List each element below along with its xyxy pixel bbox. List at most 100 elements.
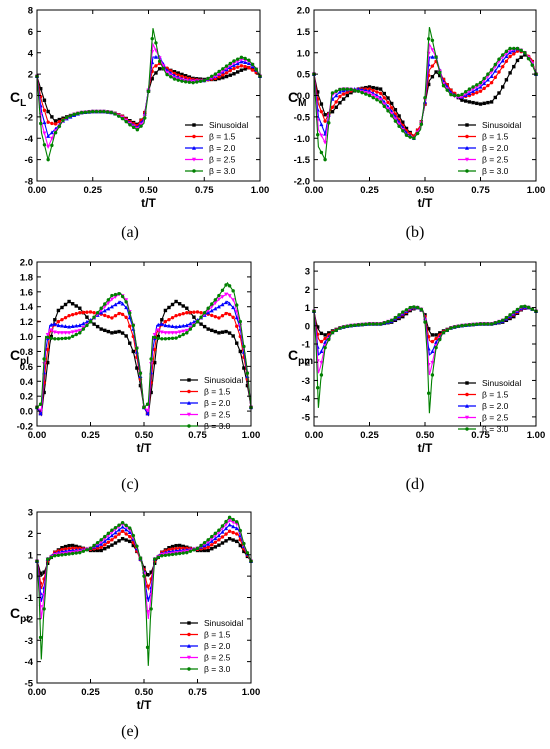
data-point xyxy=(337,89,342,94)
data-point xyxy=(109,304,114,309)
data-point xyxy=(202,78,206,83)
data-point xyxy=(367,87,372,91)
data-point xyxy=(515,307,520,312)
data-point xyxy=(224,74,229,79)
data-point xyxy=(523,51,527,55)
data-point xyxy=(199,543,203,548)
data-point xyxy=(59,331,64,335)
data-point xyxy=(500,58,505,63)
data-point xyxy=(234,522,239,527)
data-point xyxy=(238,528,242,533)
data-point xyxy=(224,71,229,75)
y-tick-label: 8 xyxy=(28,6,33,17)
data-point xyxy=(235,341,239,345)
x-tick-label: 1.00 xyxy=(527,430,546,441)
data-point xyxy=(42,108,47,113)
data-point xyxy=(206,306,210,310)
data-point xyxy=(234,526,239,531)
data-point xyxy=(371,322,375,326)
data-point xyxy=(330,330,335,335)
panel-caption: (b) xyxy=(406,224,425,241)
data-point xyxy=(430,339,435,344)
data-point xyxy=(206,538,210,542)
legend-marker xyxy=(187,632,191,637)
panel-caption: (e) xyxy=(121,723,139,740)
data-point xyxy=(239,68,244,72)
data-point xyxy=(202,310,207,315)
data-point xyxy=(113,314,118,318)
data-point xyxy=(131,349,135,354)
series-4 xyxy=(312,304,538,414)
data-point xyxy=(445,328,449,333)
x-tick-label: 0.00 xyxy=(305,185,324,196)
data-point xyxy=(124,532,128,536)
data-point xyxy=(167,546,171,550)
y-tick-label: 1.2 xyxy=(20,317,33,328)
data-point xyxy=(170,552,175,557)
y-tick-label: -0.2 xyxy=(17,422,33,433)
data-point xyxy=(242,344,246,349)
data-point xyxy=(464,323,468,327)
data-point xyxy=(192,323,196,328)
y-tick-label: -8 xyxy=(25,177,33,188)
data-point xyxy=(382,96,386,100)
legend-marker xyxy=(465,381,469,385)
data-point xyxy=(227,529,232,533)
data-point xyxy=(195,546,200,551)
data-point xyxy=(210,328,214,333)
legend: Sinusoidal β = 1.5β = 2.0 β = 2.5β = 3.0 xyxy=(458,120,521,176)
data-point xyxy=(224,300,229,305)
data-point xyxy=(482,322,486,326)
data-point xyxy=(53,337,57,341)
data-point xyxy=(131,125,136,130)
data-point xyxy=(113,541,118,545)
data-point xyxy=(504,315,509,320)
x-axis-label: t/T xyxy=(418,441,433,455)
data-point xyxy=(512,64,516,69)
data-point xyxy=(113,330,118,334)
data-point xyxy=(231,334,235,338)
data-point xyxy=(221,73,225,77)
data-point xyxy=(85,323,89,328)
data-point xyxy=(117,329,121,334)
data-point xyxy=(220,529,225,534)
data-point xyxy=(220,314,225,318)
data-point xyxy=(210,543,214,547)
series-0 xyxy=(35,299,253,417)
data-point xyxy=(224,66,229,71)
data-point xyxy=(243,67,247,71)
y-tick-label: 1.6 xyxy=(20,287,33,298)
data-point xyxy=(163,331,168,335)
data-point xyxy=(519,305,523,309)
data-point xyxy=(493,75,497,80)
data-point xyxy=(167,317,171,322)
data-point xyxy=(92,548,96,553)
data-point xyxy=(232,59,236,63)
data-point xyxy=(128,311,132,315)
data-point xyxy=(177,543,182,548)
data-point xyxy=(231,305,236,310)
data-point xyxy=(63,315,68,320)
data-point xyxy=(486,72,490,76)
data-point xyxy=(423,313,427,317)
data-point xyxy=(493,321,497,325)
data-point xyxy=(128,539,132,544)
data-point xyxy=(231,530,235,535)
data-point xyxy=(349,90,353,95)
legend-marker xyxy=(465,134,469,139)
y-tick-label: 0.4 xyxy=(20,377,34,388)
data-point xyxy=(228,68,232,73)
data-point xyxy=(165,72,169,77)
data-point xyxy=(323,333,327,337)
data-point xyxy=(124,315,128,320)
data-point xyxy=(319,349,324,353)
data-point xyxy=(61,118,65,122)
data-point xyxy=(117,539,121,543)
data-point xyxy=(227,312,232,317)
data-point xyxy=(382,321,386,325)
x-tick-label: 1.00 xyxy=(251,185,270,196)
data-point xyxy=(46,145,51,149)
y-axis-label: CL xyxy=(10,89,26,109)
data-point xyxy=(250,68,255,72)
data-point xyxy=(216,304,221,309)
